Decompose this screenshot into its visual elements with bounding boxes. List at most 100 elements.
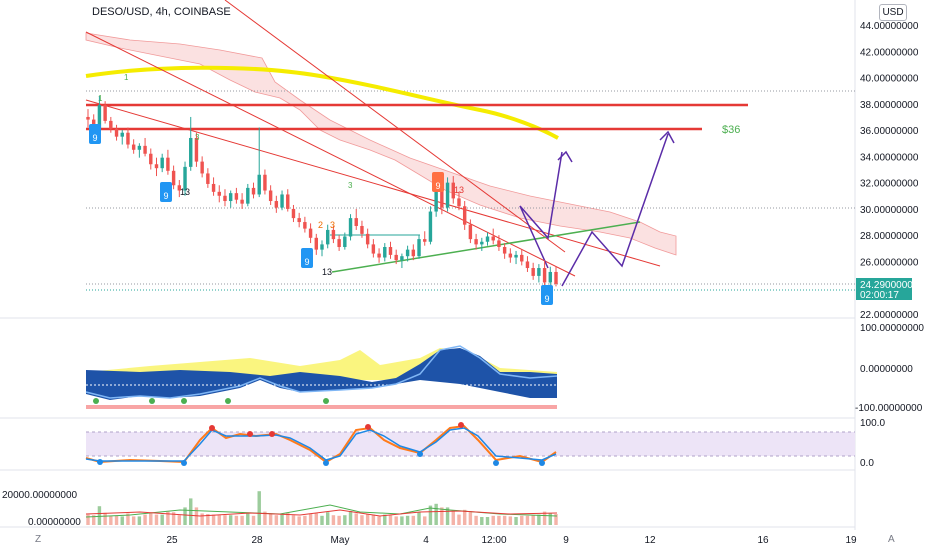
time-tick-label: 19 — [845, 535, 857, 546]
volume-bar — [325, 512, 330, 525]
oscillator-axis-mid: 0.00000000 — [860, 364, 913, 375]
volume-bar — [251, 515, 256, 525]
candle-body — [400, 256, 404, 261]
svg-text:3: 3 — [330, 220, 335, 230]
volume-bar — [388, 515, 393, 525]
stoch-d-line — [85, 427, 557, 462]
svg-text:13: 13 — [454, 185, 464, 195]
price-tick-label: 36.00000000 — [860, 126, 919, 137]
volume-bar — [497, 515, 501, 525]
price-tick-label: 22.00000000 — [860, 310, 919, 321]
volume-bar — [183, 507, 187, 525]
candle-body — [103, 105, 107, 121]
volume-bar — [228, 515, 233, 525]
oscillator-axis-bottom: -100.00000000 — [855, 403, 923, 414]
oscillator-pane — [85, 345, 558, 409]
candle-body — [405, 249, 410, 257]
trendline-down-top — [224, 0, 566, 253]
candle-body — [320, 244, 324, 250]
volume-bar — [400, 516, 404, 525]
volume-bar — [525, 515, 530, 525]
svg-text:9: 9 — [544, 294, 549, 304]
volume-bar — [480, 517, 484, 525]
svg-text:1: 1 — [98, 94, 103, 103]
candle-body — [114, 128, 119, 137]
price-tick-label: 38.00000000 — [860, 100, 919, 111]
candle-body — [257, 174, 261, 195]
volume-bar — [354, 513, 358, 525]
volume-bar — [331, 515, 336, 525]
volume-bar — [337, 515, 341, 525]
volume-bar — [491, 515, 495, 525]
trendline-down-steep — [85, 31, 576, 277]
zoom-toggle[interactable]: Z — [35, 534, 42, 545]
volume-bar — [97, 506, 102, 525]
volume-bar — [371, 514, 376, 525]
candle-body — [194, 137, 199, 162]
candle-body — [337, 239, 341, 248]
candle-body — [520, 254, 524, 262]
candle-body — [394, 254, 398, 261]
candle-body — [417, 239, 421, 257]
volume-bar — [234, 515, 239, 525]
volume-bar — [531, 515, 535, 525]
volume-bar — [474, 515, 478, 525]
candle-body — [211, 183, 216, 192]
volume-bar — [149, 513, 153, 525]
trendline-support-green — [331, 221, 641, 273]
candle-body — [554, 271, 558, 284]
volume-bar — [440, 507, 444, 525]
candle-body — [491, 236, 495, 241]
candle-body — [291, 208, 296, 219]
volume-bar — [445, 507, 450, 525]
candle-body — [223, 195, 227, 202]
candle-body — [371, 244, 376, 254]
td-nine-marker — [160, 182, 172, 202]
chart-title: DESO/USD, 4h, COINBASE — [92, 6, 231, 18]
volume-bar — [502, 515, 507, 525]
volume-bar — [91, 515, 96, 525]
candle-body — [97, 105, 102, 131]
volume-bar — [263, 511, 267, 525]
volume-bar — [109, 515, 113, 525]
svg-text:1: 1 — [124, 73, 129, 82]
auto-scale-toggle[interactable]: A — [888, 534, 895, 545]
volume-bar — [131, 516, 136, 525]
candle-body — [462, 206, 467, 225]
svg-text:9: 9 — [435, 181, 440, 191]
candle-body — [143, 145, 147, 154]
candle-body — [166, 157, 170, 171]
time-tick-label: 28 — [251, 535, 263, 546]
candle-body — [240, 199, 244, 204]
candle-body — [343, 236, 347, 248]
volume-bar — [423, 516, 427, 525]
volume-bar — [103, 512, 107, 525]
candle-body — [177, 185, 182, 191]
trendline-down-shallow — [85, 99, 661, 267]
volume-bar — [554, 514, 558, 525]
time-tick-label: 12:00 — [481, 535, 506, 546]
volume-bar — [377, 516, 381, 525]
td-markers: 9 9 9 9 9 1 1 13 13 13 2 3 3 3 — [89, 73, 553, 305]
candle-body — [325, 229, 330, 245]
projection-arrow-1 — [557, 150, 573, 163]
volume-bar — [268, 514, 273, 525]
candle-body — [434, 186, 438, 212]
volume-bar — [166, 511, 170, 525]
candle-body — [149, 153, 153, 165]
price-tick-label: 28.00000000 — [860, 231, 919, 242]
candle-body — [365, 233, 370, 245]
candle-body — [360, 225, 364, 234]
td-nine-marker — [432, 172, 444, 192]
candle-body — [542, 268, 547, 283]
candle-body — [548, 271, 553, 283]
candle-body — [160, 157, 164, 169]
price-tick-label: 26.00000000 — [860, 257, 919, 268]
candle-body — [228, 193, 233, 202]
candle-body — [234, 193, 239, 200]
currency-badge[interactable]: USD — [879, 4, 907, 21]
price-tick-label: 32.00000000 — [860, 179, 919, 190]
candle-body — [200, 161, 204, 174]
volume-bar — [171, 512, 176, 525]
